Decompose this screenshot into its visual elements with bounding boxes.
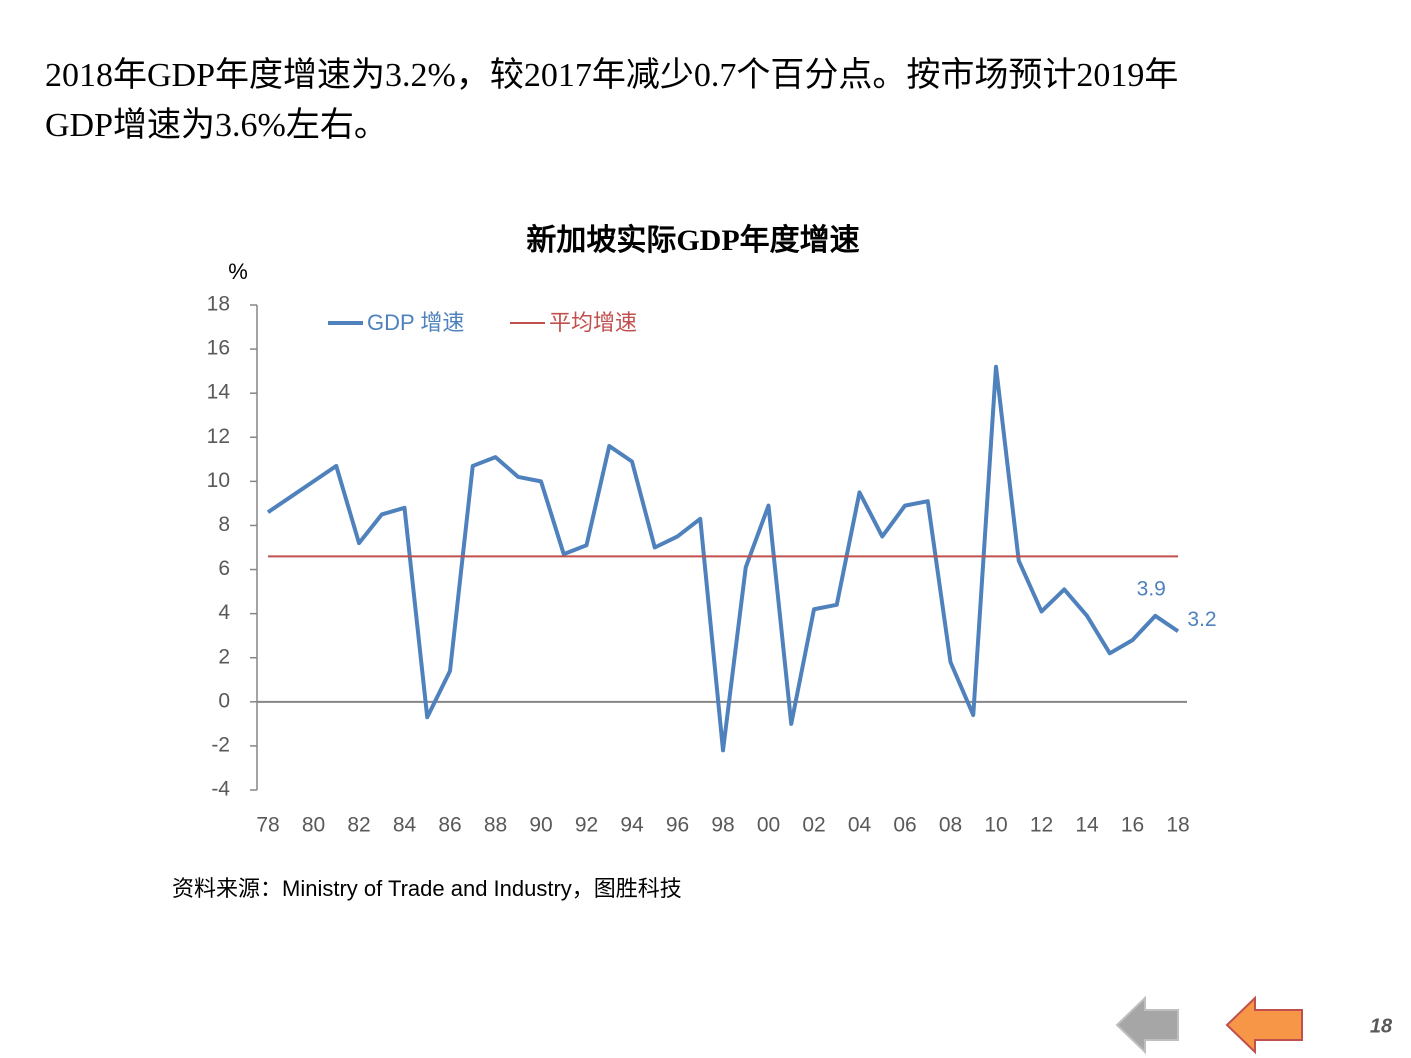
y-tick-label: 2 <box>218 645 230 668</box>
x-tick-label: 78 <box>256 814 279 837</box>
y-tick-label: 10 <box>207 469 230 492</box>
y-tick-label: 12 <box>207 425 230 448</box>
heading-line: 2018年GDP年度增速为3.2%，较2017年减少0.7个百分点。按市场预计2… <box>45 56 1178 94</box>
x-tick-label: 98 <box>711 814 734 837</box>
x-tick-label: 90 <box>529 814 552 837</box>
y-tick-label: 18 <box>207 293 230 316</box>
y-tick-label: 8 <box>218 513 230 536</box>
x-tick-label: 94 <box>620 814 644 837</box>
x-tick-label: 96 <box>666 814 689 837</box>
x-tick-label: 00 <box>757 814 780 837</box>
x-tick-label: 08 <box>939 814 962 837</box>
x-tick-label: 80 <box>302 814 325 837</box>
back-button[interactable] <box>1225 995 1303 1055</box>
x-tick-label: 12 <box>1030 814 1053 837</box>
x-tick-label: 16 <box>1121 814 1144 837</box>
x-tick-label: 02 <box>802 814 825 837</box>
page-number: 18 <box>1370 1015 1393 1037</box>
y-tick-label: 16 <box>207 337 230 360</box>
x-tick-label: 14 <box>1075 814 1099 837</box>
x-tick-label: 04 <box>848 814 872 837</box>
data-label: 3.9 <box>1137 577 1166 600</box>
x-tick-label: 88 <box>484 814 507 837</box>
y-tick-label: -2 <box>211 733 230 756</box>
gdp-line <box>266 364 1180 753</box>
source: 资料来源：Ministry of Trade and Industry，图胜科技 <box>172 876 682 901</box>
x-tick-label: 06 <box>893 814 916 837</box>
legend-label: 平均增速 <box>549 310 637 335</box>
chart-title: 新加坡实际GDP年度增速 <box>526 223 859 257</box>
y-tick-label: -4 <box>211 778 230 801</box>
x-tick-label: 86 <box>438 814 461 837</box>
legend-label: GDP 增速 <box>367 310 464 335</box>
x-tick-label: 84 <box>393 814 417 837</box>
x-tick-label: 82 <box>347 814 370 837</box>
heading-line: GDP增速为3.6%左右。 <box>45 106 388 144</box>
y-tick-label: 14 <box>207 381 231 404</box>
y-tick-label: 4 <box>218 601 230 624</box>
x-tick-label: 92 <box>575 814 598 837</box>
data-label: 3.2 <box>1187 608 1216 631</box>
y-axis-unit: % <box>228 259 248 284</box>
y-tick-label: 6 <box>218 557 230 580</box>
prev-button[interactable] <box>1115 995 1179 1055</box>
x-tick-label: 10 <box>984 814 1007 837</box>
x-tick-label: 18 <box>1166 814 1189 837</box>
y-tick-label: 0 <box>218 689 230 712</box>
